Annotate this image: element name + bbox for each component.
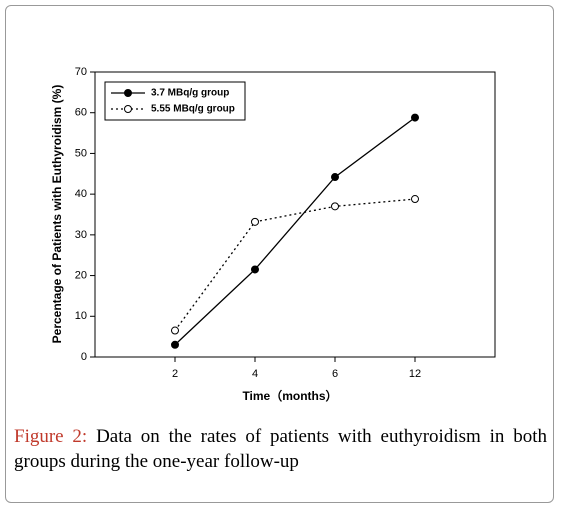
y-tick-label: 0 xyxy=(81,351,87,363)
plot-frame xyxy=(94,71,496,358)
x-tick-label: 12 xyxy=(409,368,421,380)
x-tick-label: 2 xyxy=(172,368,178,380)
legend-label: 5.55 MBq/g group xyxy=(151,104,235,115)
y-tick-label: 20 xyxy=(75,269,87,281)
y-tick-label: 40 xyxy=(75,188,87,200)
y-axis-title: Percentage of Patients with Euthyroidism… xyxy=(50,85,64,344)
legend-marker xyxy=(124,89,132,97)
legend-marker xyxy=(124,105,132,113)
point xyxy=(411,195,419,204)
point xyxy=(251,265,259,274)
legend-label: 3.7 MBq/g group xyxy=(151,88,229,99)
point xyxy=(171,340,179,349)
y-tick-label: 30 xyxy=(75,229,87,241)
x-tick-label: 6 xyxy=(332,368,338,380)
caption: Figure 2: Data on the rates of patients … xyxy=(14,424,547,474)
legend-box xyxy=(104,81,246,121)
series-line xyxy=(174,117,416,346)
caption-text: Data on the rates of patients with euthy… xyxy=(14,426,548,472)
series-line xyxy=(174,198,416,331)
figure-frame xyxy=(5,5,554,503)
y-tick-label: 70 xyxy=(75,66,87,78)
point xyxy=(411,113,419,122)
y-tick-label: 10 xyxy=(75,310,87,322)
point xyxy=(331,202,339,211)
chart: Time（months） Percentage of Patients with… xyxy=(50,66,496,403)
y-tick-label: 60 xyxy=(75,107,87,119)
x-tick-label: 4 xyxy=(252,368,258,380)
point xyxy=(171,326,179,335)
y-tick-label: 50 xyxy=(75,147,87,159)
point xyxy=(331,173,339,182)
caption-label: Figure 2: xyxy=(14,426,88,447)
x-axis-title: Time（months） xyxy=(242,388,337,403)
point xyxy=(251,217,259,226)
